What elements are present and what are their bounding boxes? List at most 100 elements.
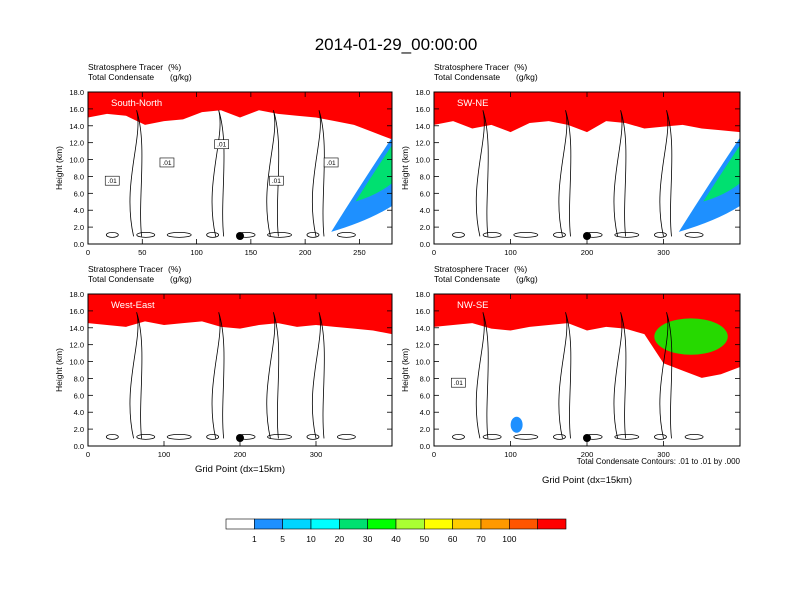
contour-line bbox=[659, 312, 673, 439]
y-tick-label: 0.0 bbox=[420, 240, 430, 249]
y-tick-label: 12.0 bbox=[69, 341, 84, 350]
colorbar-label: 50 bbox=[420, 534, 430, 544]
contour-cell bbox=[336, 433, 356, 440]
contour-line bbox=[659, 110, 673, 237]
y-tick-label: 14.0 bbox=[415, 324, 430, 333]
contour-line bbox=[475, 110, 489, 237]
shading-band bbox=[434, 294, 740, 378]
x-tick-label: 150 bbox=[245, 248, 258, 257]
panel-title-tracer: Stratosphere Tracer bbox=[88, 264, 163, 274]
colorbar-label: 40 bbox=[391, 534, 401, 544]
contour-cell bbox=[553, 231, 566, 238]
panel-units-condensate: (g/kg) bbox=[170, 72, 192, 82]
panel-title-tracer: Stratosphere Tracer bbox=[434, 62, 509, 72]
panels: Stratosphere Tracer (%) Total Condensate (g… bbox=[54, 62, 741, 486]
y-tick-label: 14.0 bbox=[69, 324, 84, 333]
plot-frame bbox=[87, 91, 393, 245]
colorbar-swatch bbox=[395, 518, 425, 530]
shading-blob bbox=[654, 318, 728, 355]
intrusion-blue bbox=[331, 137, 392, 232]
x-tick-label: 0 bbox=[432, 248, 436, 257]
contour-label-box bbox=[451, 377, 466, 388]
contour-cell bbox=[553, 433, 566, 440]
y-tick-label: 18.0 bbox=[69, 88, 84, 97]
colorbar-label: 30 bbox=[363, 534, 373, 544]
x-tick-label: 100 bbox=[190, 248, 203, 257]
colorbar-swatch bbox=[509, 518, 538, 530]
y-axis-label: Height (km) bbox=[400, 348, 410, 392]
contour-label: .01 bbox=[108, 178, 117, 185]
y-tick-label: 18.0 bbox=[415, 88, 430, 97]
colorbar-swatch bbox=[452, 518, 482, 530]
contour-cell bbox=[267, 433, 292, 440]
contours bbox=[105, 312, 356, 440]
x-tick-label: 300 bbox=[657, 450, 670, 459]
contour-label: .01 bbox=[454, 380, 463, 387]
location-marker bbox=[583, 434, 591, 442]
x-tick-label: 0 bbox=[86, 450, 90, 459]
location-marker bbox=[236, 434, 244, 442]
contour-label-box bbox=[104, 175, 120, 186]
x-tick-label: 100 bbox=[504, 248, 517, 257]
y-tick-label: 6.0 bbox=[420, 391, 430, 400]
x-axis-label: Grid Point (dx=15km) bbox=[542, 475, 632, 486]
contour-cell bbox=[136, 231, 156, 238]
shading-band bbox=[88, 92, 392, 140]
y-tick-label: 4.0 bbox=[74, 206, 84, 215]
y-tick-label: 8.0 bbox=[74, 374, 84, 383]
contour-line bbox=[475, 312, 489, 439]
contour-label-box bbox=[214, 139, 229, 150]
contour-line bbox=[266, 110, 280, 237]
contour-line bbox=[266, 312, 280, 439]
panel-title-condensate: Total Condensate bbox=[434, 274, 500, 284]
panel-units-tracer: (%) bbox=[168, 62, 181, 72]
colorbar-swatch bbox=[424, 518, 453, 530]
y-tick-label: 0.0 bbox=[420, 442, 430, 451]
shading bbox=[88, 294, 392, 335]
y-tick-label: 0.0 bbox=[74, 240, 84, 249]
y-tick-label: 18.0 bbox=[415, 290, 430, 299]
y-tick-label: 4.0 bbox=[420, 206, 430, 215]
y-tick-label: 8.0 bbox=[74, 172, 84, 181]
contour-cell bbox=[684, 433, 704, 440]
y-tick-label: 8.0 bbox=[420, 374, 430, 383]
panel-label: West-East bbox=[111, 300, 155, 311]
contour-line bbox=[613, 110, 627, 237]
contours bbox=[105, 110, 356, 238]
contour-line bbox=[129, 110, 143, 237]
y-tick-label: 6.0 bbox=[420, 189, 430, 198]
contour-cell bbox=[684, 231, 704, 238]
colorbar-swatch bbox=[480, 518, 510, 530]
contour-cell bbox=[336, 231, 356, 238]
panel-3: Stratosphere Tracer (%) Total Condensate (g… bbox=[54, 264, 393, 475]
contour-line bbox=[211, 110, 225, 237]
x-tick-label: 100 bbox=[504, 450, 517, 459]
y-tick-label: 12.0 bbox=[415, 341, 430, 350]
contour-cell bbox=[267, 231, 292, 238]
contour-cell bbox=[654, 433, 667, 440]
contour-cell bbox=[614, 231, 640, 238]
y-tick-label: 16.0 bbox=[415, 307, 430, 316]
colorbar-swatch bbox=[254, 518, 283, 530]
y-tick-label: 10.0 bbox=[415, 358, 430, 367]
y-tick-label: 12.0 bbox=[69, 139, 84, 148]
panel-4: Stratosphere Tracer (%) Total Condensate (g… bbox=[400, 264, 741, 486]
y-axis-label: Height (km) bbox=[54, 348, 64, 392]
shading-band bbox=[88, 294, 392, 335]
contour-cell bbox=[452, 433, 465, 440]
y-tick-label: 8.0 bbox=[420, 172, 430, 181]
contour-label: .01 bbox=[162, 160, 171, 167]
figure-title: 2014-01-29_00:00:00 bbox=[315, 35, 478, 54]
intrusion-blue bbox=[678, 137, 740, 232]
contour-cell bbox=[105, 231, 119, 238]
y-tick-label: 18.0 bbox=[69, 290, 84, 299]
x-tick-label: 100 bbox=[158, 450, 171, 459]
y-axis-label: Height (km) bbox=[400, 146, 410, 190]
shading-top bbox=[88, 92, 392, 102]
panel-units-condensate: (g/kg) bbox=[170, 274, 192, 284]
colorbar: 1 5 10 20 30 40 50 60 70 100 bbox=[225, 518, 567, 544]
contour-cell bbox=[136, 433, 156, 440]
contour-cell bbox=[306, 231, 320, 238]
contour-cell bbox=[513, 231, 539, 238]
contour-line bbox=[311, 312, 325, 439]
